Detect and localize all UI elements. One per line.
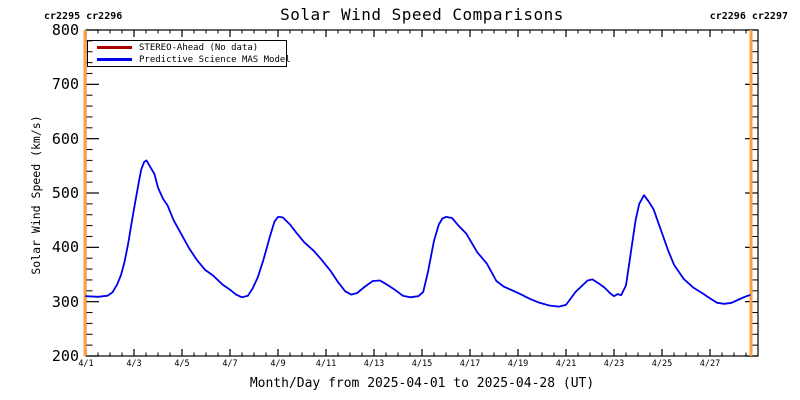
legend-row-mas-model: Predictive Science MAS Model bbox=[88, 54, 291, 65]
legend-label-stereo: STEREO-Ahead (No data) bbox=[139, 42, 259, 53]
carrington-label-right: cr2296 cr2297 bbox=[709, 11, 788, 22]
plot-frame bbox=[85, 29, 759, 357]
x-tick-label: 4/1 bbox=[78, 359, 94, 369]
y-tick-label: 700 bbox=[51, 75, 79, 94]
legend-box: STEREO-Ahead (No data) Predictive Scienc… bbox=[87, 40, 291, 67]
mas-model-curve bbox=[85, 159, 751, 308]
y-tick-label: 200 bbox=[51, 347, 79, 365]
legend-label-mas-model: Predictive Science MAS Model bbox=[139, 54, 291, 65]
legend-row-stereo: STEREO-Ahead (No data) bbox=[88, 42, 286, 53]
x-tick-label: 4/19 bbox=[507, 359, 529, 369]
y-tick-label: 500 bbox=[51, 184, 79, 202]
y-tick-label: 600 bbox=[51, 129, 79, 148]
y-tick-label: 400 bbox=[51, 238, 79, 257]
x-tick-label: 4/17 bbox=[459, 359, 481, 369]
x-tick-label: 4/15 bbox=[411, 359, 433, 369]
page-title: Solar Wind Speed Comparisons bbox=[280, 5, 564, 24]
x-tick-label: 4/27 bbox=[699, 359, 721, 369]
y-tick-label: 800 bbox=[51, 21, 79, 39]
carrington-label-left: cr2295 cr2296 bbox=[44, 11, 123, 22]
x-tick-label: 4/25 bbox=[651, 359, 673, 369]
x-tick-label: 4/13 bbox=[363, 359, 385, 369]
x-tick-label: 4/9 bbox=[270, 359, 286, 369]
mas-model-line-swatch bbox=[97, 58, 132, 61]
x-tick-label: 4/3 bbox=[126, 359, 142, 369]
x-axis-label: Month/Day from 2025-04-01 to 2025-04-28 … bbox=[249, 376, 595, 391]
x-tick-label: 4/23 bbox=[603, 359, 625, 369]
x-tick-label: 4/5 bbox=[174, 359, 190, 369]
x-tick-label: 4/7 bbox=[222, 359, 238, 369]
x-tick-label: 4/11 bbox=[315, 359, 337, 369]
stereo-line-swatch bbox=[97, 46, 132, 49]
y-tick-label: 300 bbox=[51, 292, 79, 311]
x-tick-label: 4/21 bbox=[555, 359, 577, 369]
